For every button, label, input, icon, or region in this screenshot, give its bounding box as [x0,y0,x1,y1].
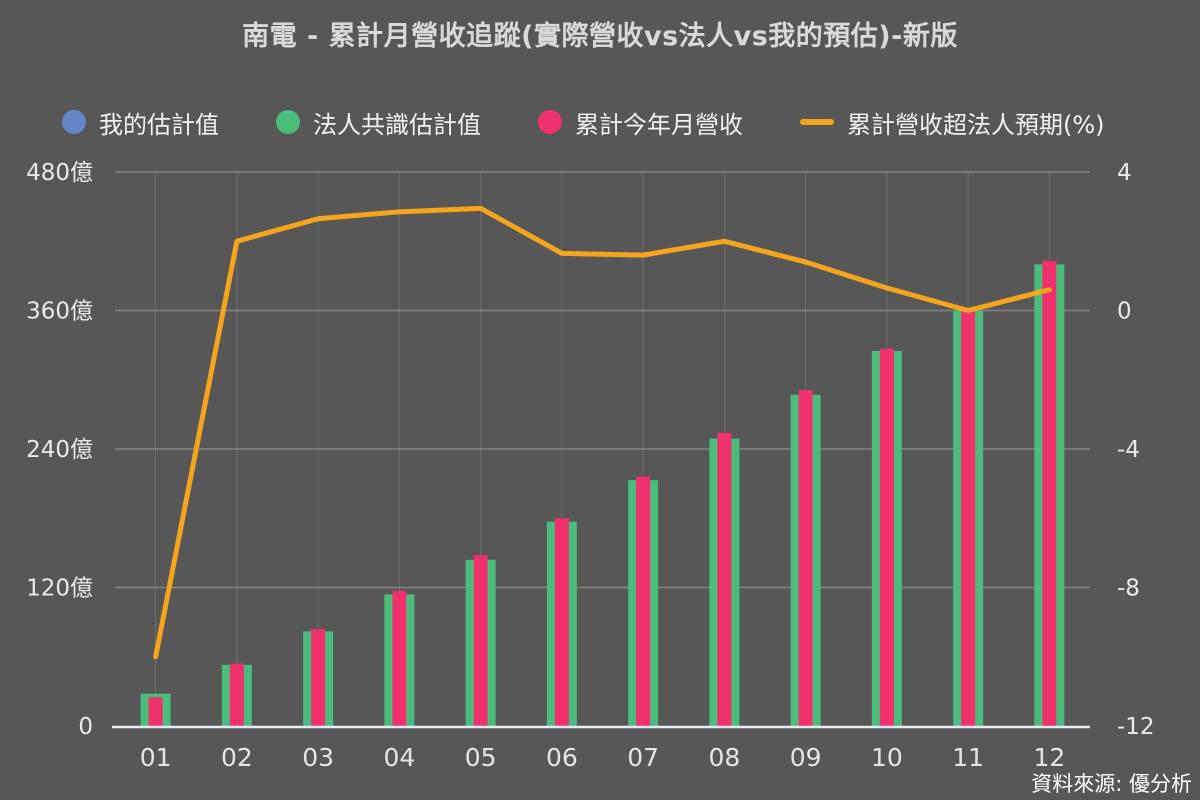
x-axis-tick-label: 10 [871,743,903,772]
bar-累計今年月營收-09[interactable] [798,390,813,726]
bar-累計今年月營收-04[interactable] [392,590,407,726]
consensus-estimate-swatch-icon [276,110,300,134]
legend: 我的估計值 法人共識估計值 累計今年月營收 累計營收超法人預期(%) [62,100,1105,144]
bar-累計今年月營收-05[interactable] [473,555,488,726]
bar-累計今年月營收-10[interactable] [879,348,894,726]
left-axis-tick-label: 240億 [26,437,93,463]
bar-累計今年月營收-01[interactable] [148,697,163,726]
bar-累計今年月營收-11[interactable] [961,309,976,726]
left-axis-tick-label: 480億 [26,160,93,186]
x-axis-tick-label: 06 [546,743,578,772]
legend-item-consensus-estimate[interactable]: 法人共識估計值 [276,105,481,140]
legend-label-my-estimate: 我的估計值 [99,110,219,139]
my-estimate-swatch-icon [62,110,86,134]
surprise-percent-line-icon [800,119,834,125]
legend-item-surprise-percent[interactable]: 累計營收超法人預期(%) [800,105,1105,140]
bar-累計今年月營收-12[interactable] [1042,260,1057,726]
x-axis-tick-label: 05 [465,743,497,772]
legend-label-surprise-percent: 累計營收超法人預期(%) [847,110,1105,139]
right-axis-tick-label: 0 [1117,299,1132,325]
x-axis-tick-label: 02 [221,743,253,772]
bar-累計今年月營收-03[interactable] [311,629,326,726]
bar-累計今年月營收-07[interactable] [636,476,651,726]
chart-title: 南電 - 累計月營收追蹤(實際營收vs法人vs我的預估)-新版 [242,21,958,52]
legend-label-cumulative-revenue: 累計今年月營收 [575,110,743,139]
line-累計營收超法人預期(%)[interactable] [153,205,1052,660]
x-axis-tick-label: 09 [790,743,822,772]
x-axis-tick-label: 12 [1033,743,1065,772]
bar-累計今年月營收-06[interactable] [554,518,569,726]
x-axis-tick-label: 11 [952,743,984,772]
left-axis-tick-label: 120億 [26,576,93,602]
cumulative-revenue-swatch-icon [538,110,562,134]
x-axis-tick-label: 01 [140,743,172,772]
bar-累計今年月營收-08[interactable] [717,432,732,726]
right-axis-tick-label: -12 [1117,714,1155,740]
x-axis-tick-label: 04 [383,743,415,772]
right-axis-tick-label: -4 [1117,437,1140,463]
x-axis-tick-label: 03 [302,743,334,772]
left-axis-tick-label: 360億 [26,299,93,325]
right-axis-tick-label: -8 [1117,576,1140,602]
left-axis-tick-label: 0 [78,714,93,740]
legend-item-cumulative-revenue[interactable]: 累計今年月營收 [538,105,743,140]
right-axis-tick-label: 4 [1117,160,1132,186]
legend-item-my-estimate[interactable]: 我的估計值 [62,105,219,140]
legend-label-consensus-estimate: 法人共識估計值 [313,110,481,139]
data-source-label: 資料來源: 優分析 [1031,772,1192,796]
bar-累計今年月營收-02[interactable] [229,663,244,726]
x-axis-tick-label: 07 [627,743,659,772]
x-axis-tick-label: 08 [708,743,740,772]
